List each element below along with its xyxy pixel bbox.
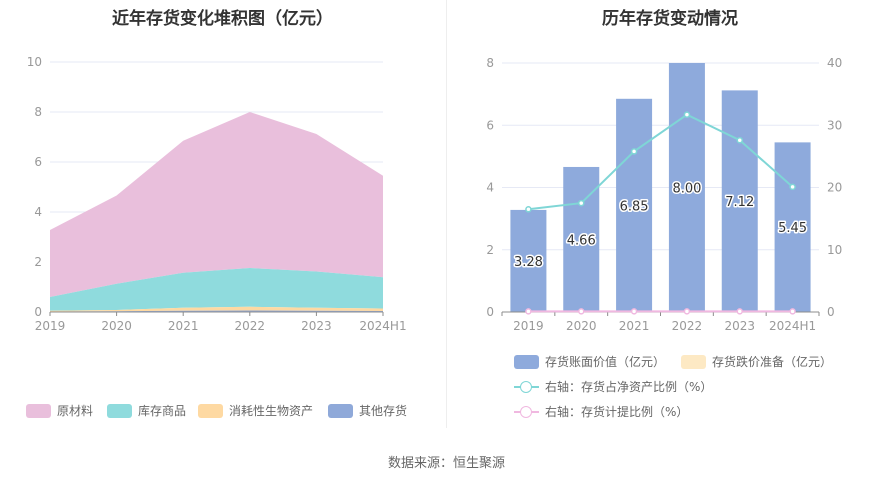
left-y-tick-label: 8 xyxy=(34,105,42,119)
legend-label: 右轴：存货计提比例（%） xyxy=(545,405,689,419)
left-axis-tick-label: 6 xyxy=(486,118,494,132)
right-chart-panel: 历年存货变动情况 0 2 4 6 8 0 10 20 30 40 2019 2020 2021 2022 2… xyxy=(447,0,893,440)
right-legend-item[interactable]: 存货账面价值（亿元） xyxy=(514,353,665,370)
bar-value-label: 6.85 xyxy=(620,199,649,214)
data-source-note: 数据来源：恒生聚源 xyxy=(387,456,505,471)
right-legend-item[interactable]: 右轴：存货占净资产比例（%） xyxy=(514,378,712,395)
left-legend-item[interactable]: 库存商品 xyxy=(107,402,186,419)
left-y-tick-label: 10 xyxy=(27,55,42,69)
bar-value-label: 4.66 xyxy=(567,233,596,248)
left-x-tick-label: 2021 xyxy=(168,319,199,333)
area-series-e9bfdc xyxy=(50,112,383,297)
provision-ratio-point xyxy=(789,308,796,315)
left-axis-tick-label: 4 xyxy=(486,181,494,195)
legend-swatch xyxy=(514,354,539,369)
left-x-tick-label: 2020 xyxy=(101,319,132,333)
ratio-net-assets-point xyxy=(578,199,585,207)
right-x-tick-label: 2020 xyxy=(566,319,597,333)
right-x-tick-label: 2021 xyxy=(619,319,650,333)
left-x-tick-label: 2019 xyxy=(35,319,66,333)
legend-label: 存货跌价准备（亿元） xyxy=(712,355,833,369)
right-x-tick-label: 2024H1 xyxy=(769,319,816,333)
legend-swatch xyxy=(681,354,706,369)
legend-swatch xyxy=(514,405,539,419)
ratio-net-assets-point xyxy=(789,183,796,191)
ratio-net-assets-point xyxy=(525,206,532,213)
inventory-bar xyxy=(721,90,758,312)
ratio-net-assets-line xyxy=(528,113,794,211)
left-legend-item[interactable]: 原材料 xyxy=(26,402,93,419)
bar-value-label: 8.00 xyxy=(672,182,701,197)
right-axis-tick-label: 40 xyxy=(827,56,842,70)
right-axis-tick-label: 20 xyxy=(827,181,842,195)
provision-ratio-point xyxy=(578,308,585,315)
left-y-tick-label: 2 xyxy=(34,255,42,269)
legend-swatch xyxy=(107,403,132,418)
provision-ratio-point xyxy=(736,308,743,315)
left-legend-item[interactable]: 消耗性生物资产 xyxy=(198,402,313,419)
right-legend-item[interactable]: 存货跌价准备（亿元） xyxy=(681,353,832,370)
area-series-8fdbdd xyxy=(50,268,383,311)
right-axis-tick-label: 0 xyxy=(827,305,835,319)
bar-value-label: 7.12 xyxy=(725,195,754,210)
left-x-tick-label: 2024H1 xyxy=(359,319,406,333)
left-axis-tick-label: 2 xyxy=(486,243,494,257)
left-y-tick-label: 0 xyxy=(34,305,42,319)
legend-label: 库存商品 xyxy=(138,404,187,418)
right-chart-svg: 0 2 4 6 8 0 10 20 30 40 2019 2020 2021 2022 2023 2024H1… xyxy=(486,56,842,333)
ratio-net-assets-point xyxy=(630,148,638,155)
right-x-tick-label: 2019 xyxy=(513,319,544,333)
left-x-tick-label: 2023 xyxy=(301,319,332,333)
left-legend-item[interactable]: 其他存货 xyxy=(328,402,407,419)
legend-label: 原材料 xyxy=(57,404,94,418)
left-axis-tick-label: 0 xyxy=(486,305,494,319)
inventory-bar xyxy=(774,142,811,312)
right-axis-tick-label: 10 xyxy=(827,243,842,257)
right-x-tick-label: 2023 xyxy=(724,319,755,333)
left-y-tick-label: 4 xyxy=(34,205,42,219)
legend-label: 消耗性生物资产 xyxy=(229,404,314,418)
left-x-tick-label: 2022 xyxy=(235,319,266,333)
legend-label: 右轴：存货占净资产比例（%） xyxy=(545,380,713,394)
left-chart-svg: 0 2 4 6 8 10 2019 2020 2021 2022 2023 2024H1 xyxy=(27,55,407,333)
left-y-tick-label: 6 xyxy=(34,155,42,169)
right-legend-item[interactable]: 右轴：存货计提比例（%） xyxy=(514,403,688,420)
legend-swatch xyxy=(198,403,223,418)
legend-label: 存货账面价值（亿元） xyxy=(545,355,666,369)
provision-ratio-point xyxy=(683,308,691,315)
bar-value-label: 3.28 xyxy=(514,255,543,270)
ratio-net-assets-point xyxy=(683,111,691,118)
legend-swatch xyxy=(26,403,51,418)
inventory-bar xyxy=(510,209,547,312)
panel-divider xyxy=(446,0,447,428)
inventory-bar xyxy=(668,63,705,312)
left-chart-title: 近年存货变化堆积图（亿元） xyxy=(112,9,333,29)
area-series-fed9a2 xyxy=(50,306,383,312)
inventory-bar xyxy=(616,98,653,312)
provision-ratio-point xyxy=(630,308,638,315)
legend-swatch xyxy=(514,380,539,394)
right-chart-title: 历年存货变动情况 xyxy=(602,9,738,29)
legend-label: 其他存货 xyxy=(359,404,408,418)
ratio-net-assets-point xyxy=(736,136,743,144)
legend-swatch xyxy=(328,403,353,418)
right-x-tick-label: 2022 xyxy=(672,319,703,333)
right-axis-tick-label: 30 xyxy=(827,118,842,132)
left-axis-tick-label: 8 xyxy=(486,56,494,70)
bar-value-label: 5.45 xyxy=(778,221,807,236)
left-chart-panel: 近年存货变化堆积图（亿元） 0 2 4 6 8 10 2019 2020 2021 2022 202… xyxy=(0,0,445,440)
provision-ratio-point xyxy=(525,308,532,315)
